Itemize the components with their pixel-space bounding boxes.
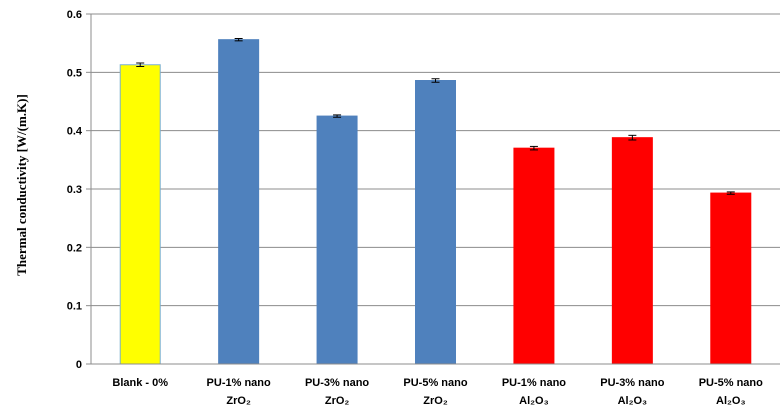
y-axis-label: Thermal conductivity [W/(m.K)] [14,94,29,276]
bar [119,64,161,365]
x-category-label: PU-5% nano [699,377,763,389]
bar [415,80,456,365]
x-category-sublabel: Al₂O₃ [618,395,648,407]
bar [611,137,653,365]
x-category-label: PU-3% nano [305,377,369,389]
axes [90,14,780,365]
x-category-sublabel: ZrO₂ [226,395,251,407]
y-tick-label: 0.6 [67,9,82,21]
y-tick-label: 0.3 [67,184,82,196]
x-category-label: PU-1% nano [207,377,271,389]
y-tick-labels: 0 0.1 0.2 0.3 0.4 0.5 0.6 [67,9,83,371]
x-category-sublabel: ZrO₂ [423,395,448,407]
x-category-label: PU-1% nano [502,377,566,389]
bar [513,147,555,365]
x-category-labels: Blank - 0% PU-1% nano ZrO₂ PU-3% nano ZrO₂ PU… [112,377,763,407]
x-category-sublabel: Al₂O₃ [716,395,746,407]
x-category-label: Blank - 0% [112,377,168,389]
x-category-sublabel: Al₂O₃ [519,395,549,407]
y-tick-label: 0.2 [67,242,82,254]
y-tick-label: 0.1 [67,301,82,313]
x-category-sublabel: ZrO₂ [325,395,350,407]
bars [119,39,752,365]
x-category-label: PU-3% nano [600,377,664,389]
bar [218,39,260,365]
y-tick-label: 0 [76,359,82,371]
bar [710,192,752,365]
x-category-label: PU-5% nano [403,377,467,389]
y-tick-label: 0.5 [67,67,82,79]
y-tick-label: 0.4 [67,126,83,138]
error-bars [136,38,735,195]
bar [316,115,358,365]
